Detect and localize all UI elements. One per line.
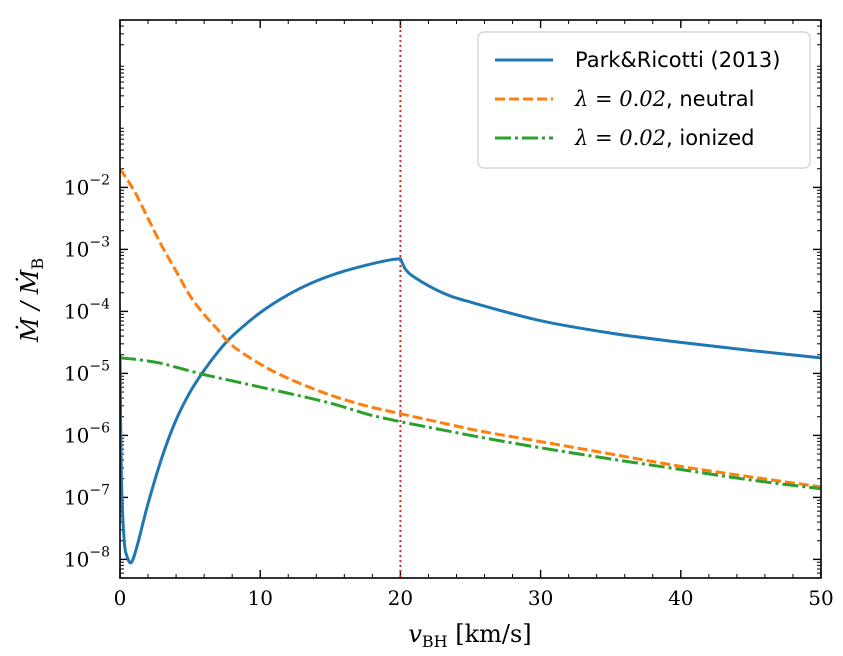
y-axis-label: Ṁ / ṀB	[15, 258, 47, 343]
legend-box	[477, 31, 811, 169]
x-tick-label: 40	[668, 586, 693, 610]
x-axis-label-main: v	[408, 620, 422, 648]
y-tick-label: 10−7	[64, 482, 110, 509]
x-axis-label-units: [km/s]	[448, 620, 532, 648]
x-tick-label: 20	[388, 586, 413, 610]
plot-frame	[119, 19, 822, 579]
y-tick-label: 10−2	[64, 172, 110, 199]
legend-neutral-text: , neutral	[666, 87, 754, 111]
y-axis-label-main: Ṁ / Ṁ	[15, 268, 44, 343]
legend: Park&Ricotti (2013) λ = 0.02, neutral λ …	[477, 31, 811, 169]
legend-label-park-ricotti: Park&Ricotti (2013)	[575, 48, 780, 72]
series-line-0	[120, 257, 821, 565]
series-line-2	[120, 356, 821, 491]
x-axis-label: vBH [km/s]	[408, 620, 531, 651]
legend-ionized-math: λ = 0.02	[574, 126, 666, 150]
series-layer	[120, 167, 821, 565]
x-tick-label: 50	[808, 586, 833, 610]
x-tick-label: 10	[247, 586, 272, 610]
y-axis-label-sub: B	[28, 258, 47, 270]
y-tick-label: 10−6	[64, 420, 110, 447]
series-line-1	[120, 167, 821, 489]
tick-labels: 0 10 20 30 40 50 10−2 10−3 10−4 10−5 10−6 10−7 10−8	[64, 172, 834, 610]
x-tick-label: 30	[528, 586, 553, 610]
legend-label-neutral: λ = 0.02, neutral	[574, 87, 754, 111]
legend-ionized-text: , ionized	[666, 126, 754, 150]
y-tick-label: 10−8	[64, 544, 110, 571]
y-tick-label: 10−5	[64, 358, 110, 385]
legend-neutral-math: λ = 0.02	[574, 87, 666, 111]
y-tick-label: 10−3	[64, 234, 110, 261]
legend-label-ionized: λ = 0.02, ionized	[574, 126, 754, 150]
x-axis-label-sub: BH	[422, 632, 448, 651]
y-tick-label: 10−4	[64, 296, 110, 323]
x-tick-label: 0	[114, 586, 127, 610]
